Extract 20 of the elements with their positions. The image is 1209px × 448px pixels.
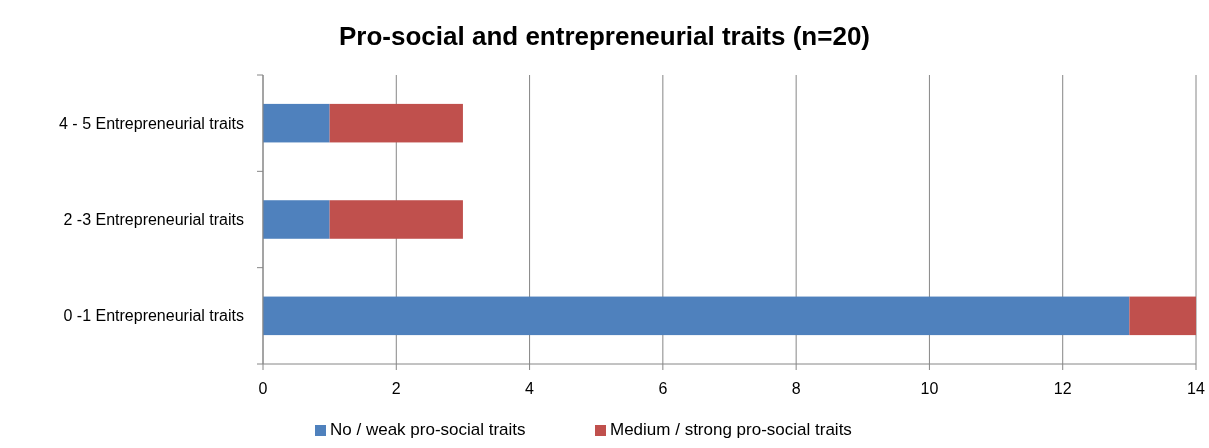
x-tick-label: 2	[391, 380, 401, 397]
chart-title: Pro-social and entrepreneurial traits (n=20)	[339, 21, 870, 51]
x-tick-label: 8	[791, 380, 801, 397]
x-tick-label: 10	[920, 380, 939, 397]
bar	[329, 103, 463, 143]
legend-label: Medium / strong pro-social traits	[610, 420, 852, 439]
x-tick-label: 12	[1053, 380, 1072, 397]
y-tick-label: 2 -3 Entrepreneurial traits	[63, 211, 244, 229]
bar	[263, 103, 330, 143]
y-tick-label: 0 -1 Entrepreneurial traits	[63, 307, 244, 325]
x-tick-label: 4	[525, 380, 535, 397]
legend-label: No / weak pro-social traits	[330, 420, 526, 439]
x-tick-label: 14	[1187, 380, 1205, 397]
bar	[263, 296, 1130, 336]
bar	[1129, 296, 1196, 336]
bar	[329, 200, 463, 239]
bar	[263, 200, 330, 239]
x-tick-label: 6	[658, 380, 668, 397]
x-tick-label: 0	[258, 380, 268, 397]
y-tick-label: 4 - 5 Entrepreneurial traits	[59, 114, 244, 132]
